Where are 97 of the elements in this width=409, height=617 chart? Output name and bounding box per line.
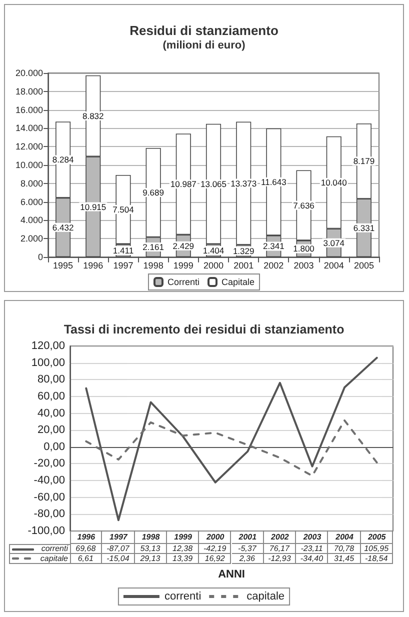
x-tick-label: 1996 [83, 260, 104, 270]
data-label: 53,13 [134, 544, 167, 554]
y-tick-label: 4.000 [20, 215, 43, 226]
y-tick-label: -80,00 [34, 508, 65, 520]
y-tick-label: 40,00 [37, 407, 65, 420]
x-tick-label: 2004 [324, 260, 344, 270]
data-label: 8.832 [82, 110, 104, 121]
data-label: 69,68 [70, 544, 102, 554]
data-label: 1.800 [293, 244, 315, 254]
data-label: 1.411 [112, 246, 134, 256]
data-label: 31,45 [328, 554, 361, 564]
y-tick-label: 18.000 [15, 86, 43, 96]
y-tick-label: 0 [38, 252, 43, 262]
x-tick-label: 2003 [294, 260, 314, 270]
data-label: 105,95 [360, 544, 393, 554]
data-label: 13,39 [166, 554, 200, 564]
y-tick-label: 2.000 [20, 234, 43, 244]
y-tick-label: 80,00 [37, 374, 65, 386]
data-label: 6.331 [353, 222, 375, 233]
data-label: 10.915 [80, 202, 106, 212]
text: capitale [246, 590, 285, 602]
data-label: -5,37 [232, 544, 264, 554]
x-tick-label: 2005 [354, 260, 374, 270]
data-label: 8.284 [52, 154, 74, 165]
y-tick-label: 10.000 [15, 160, 43, 170]
chart-title: Tassi di incremento dei residui di stanziamento [64, 322, 345, 336]
x-axis-title: ANNI [218, 568, 245, 580]
y-tick-label: -60,00 [34, 491, 65, 504]
x-tick-label: 2002 [264, 260, 284, 270]
x-tick-label: 1997 [113, 260, 134, 270]
data-label: -23,11 [296, 544, 328, 554]
data-label: 16,92 [199, 554, 232, 564]
legend-label: capitale [40, 554, 68, 562]
data-label: 7.636 [293, 200, 315, 210]
data-label: -42,19 [199, 544, 232, 554]
text: correnti [164, 590, 202, 602]
x-tick-label: 2003 [302, 532, 322, 542]
data-label: -34,40 [296, 554, 328, 564]
data-label: 3.074 [323, 238, 345, 248]
x-tick-label: 2000 [203, 260, 224, 270]
x-tick-label: 2001 [234, 260, 254, 270]
data-label: 10.040 [320, 178, 348, 188]
data-label: -87,07 [102, 544, 135, 554]
y-tick-label: 120,00 [31, 340, 65, 352]
y-tick-label: 8.000 [20, 178, 43, 188]
x-tick-label: 2001 [238, 532, 258, 542]
x-tick-label: 1997 [110, 532, 128, 542]
data-label: 2,36 [232, 554, 264, 564]
y-tick-label: 0,00 [44, 440, 65, 453]
data-label: -12,93 [264, 554, 296, 564]
legend-label: correnti [41, 544, 68, 553]
data-label: 29,13 [134, 554, 167, 564]
y-tick-label: 12.000 [15, 142, 43, 152]
y-tick-label: -100,00 [28, 525, 65, 537]
y-tick-label: 60,00 [37, 390, 65, 402]
data-label: -18,54 [360, 554, 393, 564]
y-tick-label: -40,00 [34, 474, 65, 487]
y-tick-label: 20,00 [37, 424, 65, 436]
data-label: 8.179 [353, 156, 375, 166]
data-label: 2.341 [263, 241, 285, 252]
x-tick-label: 1996 [77, 532, 96, 542]
y-tick-label: 16.000 [15, 104, 43, 115]
x-tick-label: 2004 [334, 532, 354, 542]
y-tick-label: 6.000 [20, 196, 43, 207]
x-tick-label: 2000 [205, 532, 225, 542]
y-tick-label: -20,00 [34, 458, 65, 470]
chart-title: Residui di stanziamento [130, 23, 278, 38]
x-tick-label: 1998 [142, 532, 160, 542]
chart-subtitle: (milioni di euro) [162, 40, 246, 52]
data-label: 2.161 [142, 242, 164, 252]
data-label: 1.329 [232, 246, 254, 256]
data-label: -15,04 [102, 554, 135, 564]
data-label: 13.065 [200, 178, 227, 189]
data-label: 70,78 [328, 544, 361, 554]
data-label: 6.432 [52, 222, 74, 232]
x-tick-label: 1999 [174, 532, 192, 542]
data-label: 1.404 [202, 246, 224, 256]
y-tick-label: 20.000 [15, 68, 43, 78]
legend-label: Correnti [167, 277, 200, 287]
data-label: 2.429 [172, 240, 194, 251]
line-series [85, 419, 378, 477]
x-tick-label: 1995 [53, 260, 74, 270]
data-label: 9.689 [142, 188, 164, 198]
x-tick-label: 1998 [143, 260, 164, 270]
data-label: 6,61 [70, 554, 102, 564]
data-label: 11.643 [260, 176, 287, 187]
x-tick-label: 2002 [270, 532, 290, 542]
y-tick-label: 14.000 [15, 123, 43, 134]
y-tick-label: 100,00 [31, 356, 65, 369]
data-label: 12,38 [166, 544, 200, 554]
x-tick-label: 2005 [366, 532, 386, 542]
data-label: 76,17 [264, 544, 296, 554]
data-label: 10.987 [170, 179, 197, 190]
data-label: 13.373 [230, 178, 257, 188]
x-tick-label: 1999 [173, 260, 194, 270]
data-label: 7.504 [112, 204, 134, 214]
legend-label: Capitale [221, 277, 255, 287]
